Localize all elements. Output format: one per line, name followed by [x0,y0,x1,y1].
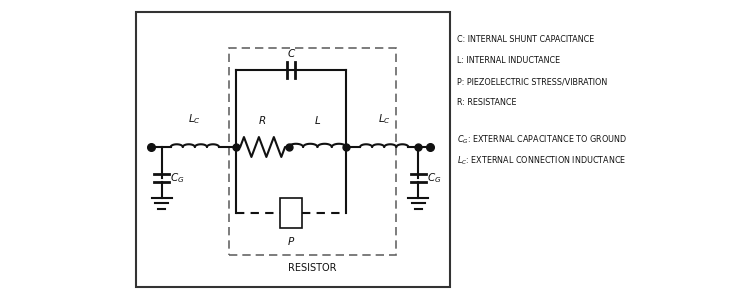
Text: R: RESISTANCE: R: RESISTANCE [456,98,516,107]
Text: P: PIEZOELECTRIC STRESS/VIBRATION: P: PIEZOELECTRIC STRESS/VIBRATION [456,77,607,86]
Text: $L_C$: EXTERNAL CONNECTION INDUCTANCE: $L_C$: EXTERNAL CONNECTION INDUCTANCE [456,154,626,167]
Bar [280,198,302,228]
Text: R: R [259,116,266,126]
Text: L: INTERNAL INDUCTANCE: L: INTERNAL INDUCTANCE [456,56,559,65]
Text: $C_G$: $C_G$ [170,171,185,185]
Text: P: P [288,237,295,247]
Text: C: C [288,49,295,59]
Text: C: INTERNAL SHUNT CAPACITANCE: C: INTERNAL SHUNT CAPACITANCE [456,35,594,44]
Bar [229,48,396,255]
Text: $L_C$: $L_C$ [378,112,390,126]
Text: L: L [314,116,320,126]
Text: $C_G$: $C_G$ [427,171,441,185]
Bar [136,13,450,286]
Text: RESISTOR: RESISTOR [288,263,336,273]
Text: $L_C$: $L_C$ [188,112,201,126]
Text: $C_G$: EXTERNAL CAPACITANCE TO GROUND: $C_G$: EXTERNAL CAPACITANCE TO GROUND [456,133,626,146]
